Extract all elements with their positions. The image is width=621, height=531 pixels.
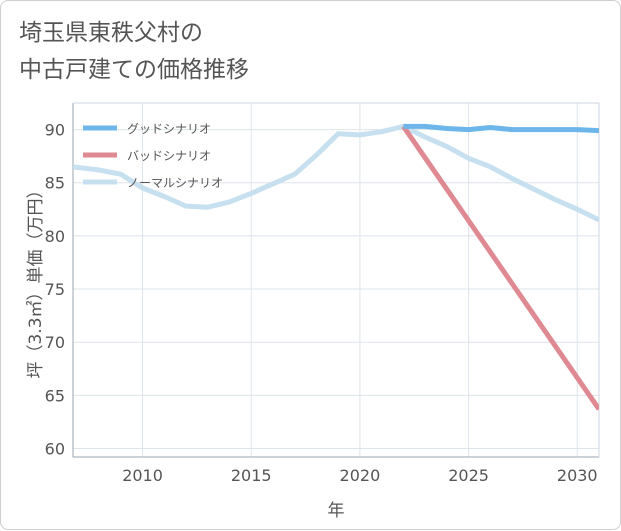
- chart-title-line-2: 中古戸建ての価格推移: [19, 57, 249, 83]
- series-line-2: [73, 123, 599, 223]
- y-tick-label: 60: [45, 439, 65, 458]
- y-tick-label: 85: [45, 174, 65, 193]
- y-tick-label: 75: [45, 280, 65, 299]
- y-tick-label: 90: [45, 121, 65, 140]
- y-tick-label: 70: [45, 333, 65, 352]
- y-axis-title: 坪（3.3㎡）単価（万円）: [26, 181, 46, 378]
- x-tick-label: 2025: [448, 466, 489, 485]
- x-axis-title: 年: [328, 501, 345, 521]
- series-line-1: [401, 124, 599, 411]
- x-tick-label: 2020: [340, 466, 381, 485]
- legend-label-0: グッドシナリオ: [127, 122, 211, 136]
- x-tick-label: 2015: [231, 466, 272, 485]
- legend-label-2: ノーマルシナリオ: [127, 176, 223, 190]
- x-tick-label: 2010: [122, 466, 163, 485]
- chart-title-line-1: 埼玉県東秩父村の: [19, 20, 203, 46]
- series-line-0: [403, 123, 599, 134]
- legend-label-1: バッドシナリオ: [127, 149, 211, 163]
- x-tick-label: 2030: [557, 466, 598, 485]
- chart-title: 埼玉県東秩父村の 中古戸建ての価格推移: [19, 15, 249, 89]
- y-tick-label: 80: [45, 227, 65, 246]
- y-tick-label: 65: [45, 386, 65, 405]
